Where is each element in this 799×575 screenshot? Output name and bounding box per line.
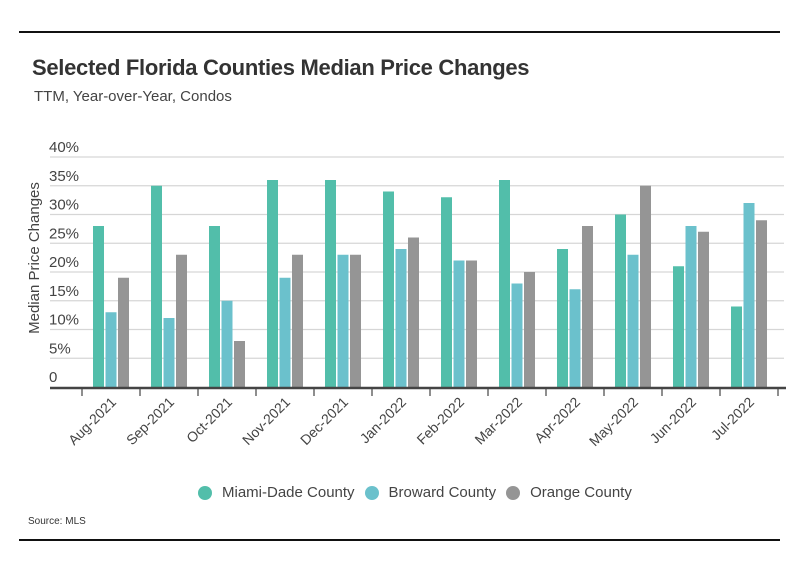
- bar-orange-county-nov-2021[interactable]: [292, 254, 303, 387]
- bar-orange-county-jan-2022[interactable]: [408, 237, 419, 388]
- top-rule: [19, 31, 780, 33]
- y-tick-label: 40%: [49, 139, 79, 156]
- x-tick-label: Apr-2022: [531, 394, 583, 446]
- y-tick-label: 5%: [49, 340, 71, 357]
- chart-subtitle: TTM, Year-over-Year, Condos: [34, 88, 232, 105]
- bar-orange-county-aug-2021[interactable]: [118, 277, 129, 387]
- x-tick-label: May-2022: [586, 394, 641, 449]
- bar-broward-county-apr-2022[interactable]: [569, 289, 581, 387]
- legend-item-broward[interactable]: Broward County: [364, 484, 497, 501]
- y-tick-label: 25%: [49, 225, 79, 242]
- x-axis: Aug-2021 Sep-2021 Oct-2021 Nov-2021 Dec-2021…: [50, 386, 786, 449]
- x-tick-label: Aug-2021: [65, 394, 119, 448]
- bar-broward-county-nov-2021[interactable]: [279, 277, 291, 387]
- x-tick-label: Nov-2021: [239, 394, 293, 448]
- bar-miami-dade-county-may-2022[interactable]: [615, 214, 626, 388]
- bar-broward-county-aug-2021[interactable]: [105, 312, 117, 387]
- bar-broward-county-sep-2021[interactable]: [163, 318, 175, 387]
- bar-orange-county-apr-2022[interactable]: [582, 226, 593, 387]
- bars: [93, 180, 767, 387]
- bar-miami-dade-county-apr-2022[interactable]: [557, 249, 568, 387]
- bar-miami-dade-county-feb-2022[interactable]: [441, 197, 452, 387]
- bar-orange-county-dec-2021[interactable]: [350, 254, 361, 387]
- y-tick-label: 20%: [49, 254, 79, 271]
- bar-orange-county-feb-2022[interactable]: [466, 260, 477, 388]
- x-tick-label: Jul-2022: [708, 394, 757, 443]
- y-tick-label: 0: [49, 369, 57, 386]
- legend-swatch-orange-icon: [506, 485, 521, 500]
- legend: Miami-Dade County Broward County Orange …: [198, 484, 642, 501]
- bar-miami-dade-county-jun-2022[interactable]: [673, 266, 684, 387]
- bar-broward-county-mar-2022[interactable]: [511, 283, 523, 388]
- bar-broward-county-may-2022[interactable]: [627, 254, 639, 387]
- y-tick-label: 15%: [49, 283, 79, 300]
- bar-orange-county-jul-2022[interactable]: [756, 220, 767, 387]
- bar-miami-dade-county-nov-2021[interactable]: [267, 180, 278, 387]
- bar-orange-county-mar-2022[interactable]: [524, 272, 535, 387]
- bar-broward-county-jul-2022[interactable]: [743, 203, 755, 387]
- legend-label: Orange County: [530, 484, 632, 501]
- y-axis-title: Median Price Changes: [26, 182, 43, 334]
- bar-miami-dade-county-aug-2021[interactable]: [93, 226, 104, 387]
- bar-miami-dade-county-oct-2021[interactable]: [209, 226, 220, 387]
- x-tick-label: Oct-2021: [183, 394, 235, 446]
- bar-miami-dade-county-mar-2022[interactable]: [499, 180, 510, 387]
- bar-miami-dade-county-dec-2021[interactable]: [325, 180, 336, 387]
- y-tick-label: 35%: [49, 168, 79, 185]
- bar-orange-county-oct-2021[interactable]: [234, 341, 245, 387]
- x-tick-label: Sep-2021: [123, 394, 177, 448]
- chart-title: Selected Florida Counties Median Price C…: [32, 55, 530, 80]
- bar-broward-county-oct-2021[interactable]: [221, 300, 233, 387]
- y-tick-label: 30%: [49, 197, 79, 214]
- legend-label: Miami-Dade County: [222, 484, 355, 501]
- bar-broward-county-jan-2022[interactable]: [395, 249, 407, 387]
- bar-broward-county-jun-2022[interactable]: [685, 226, 697, 387]
- legend-swatch-broward-icon: [364, 485, 379, 500]
- bar-orange-county-sep-2021[interactable]: [176, 254, 187, 387]
- bar-orange-county-may-2022[interactable]: [640, 185, 651, 387]
- legend-label: Broward County: [388, 484, 497, 501]
- x-tick-label: Mar-2022: [471, 394, 525, 448]
- legend-item-orange[interactable]: Orange County: [506, 484, 632, 501]
- bar-miami-dade-county-sep-2021[interactable]: [151, 185, 162, 387]
- y-axis-ticks: 0 5% 10% 15% 20% 25% 30% 35% 40%: [49, 139, 79, 386]
- bar-miami-dade-county-jul-2022[interactable]: [731, 306, 742, 388]
- source-note: Source: MLS: [28, 516, 86, 527]
- bottom-rule: [19, 539, 780, 541]
- bar-orange-county-jun-2022[interactable]: [698, 231, 709, 387]
- x-tick-label: Dec-2021: [297, 394, 351, 448]
- bar-broward-county-dec-2021[interactable]: [337, 254, 349, 387]
- legend-swatch-miami-dade-icon: [198, 485, 212, 500]
- legend-item-miami-dade[interactable]: Miami-Dade County: [198, 484, 355, 501]
- x-tick-label: Jan-2022: [357, 394, 410, 447]
- x-tick-label: Feb-2022: [413, 394, 467, 448]
- x-tick-label: Jun-2022: [647, 394, 700, 447]
- bar-broward-county-feb-2022[interactable]: [453, 260, 465, 388]
- y-tick-label: 10%: [49, 312, 79, 329]
- bar-miami-dade-county-jan-2022[interactable]: [383, 191, 394, 388]
